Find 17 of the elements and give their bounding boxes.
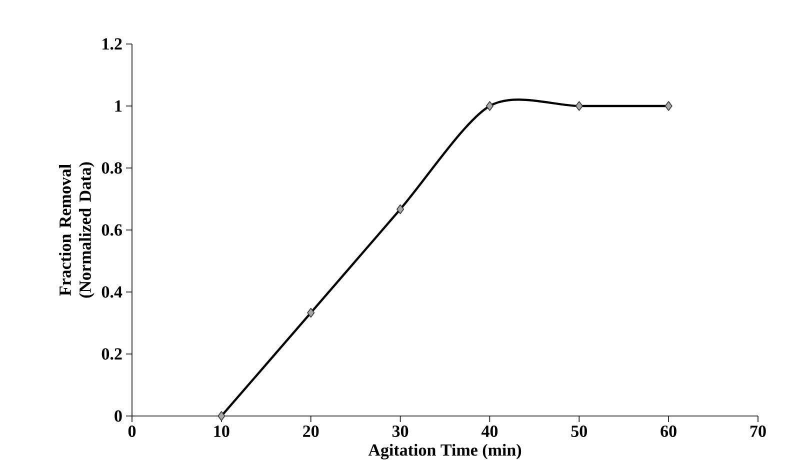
x-tick-label: 40 [481, 426, 498, 437]
x-tick-label: 30 [392, 426, 408, 437]
y-tick-label: 1 [115, 100, 122, 112]
x-tick-label: 10 [214, 426, 230, 437]
y-tick-label: 0.6 [102, 224, 122, 236]
y-tick-label: 0.2 [102, 348, 122, 360]
y-tick-label: 0 [114, 410, 122, 422]
y-tick-label: 0.8 [102, 162, 122, 174]
x-tick-label: 70 [750, 426, 766, 437]
x-axis-title: Agitation Time (min) [368, 444, 522, 460]
y-tick-label: 0.4 [102, 286, 122, 298]
x-tick-label: 50 [571, 426, 588, 437]
y-axis-title: Fraction Removal (Normalized Data) [58, 162, 94, 298]
x-tick-label: 60 [660, 426, 676, 437]
y-tick-label: 1.2 [102, 38, 122, 50]
x-tick-label: 0 [128, 426, 136, 437]
x-tick-label: 20 [303, 426, 319, 437]
